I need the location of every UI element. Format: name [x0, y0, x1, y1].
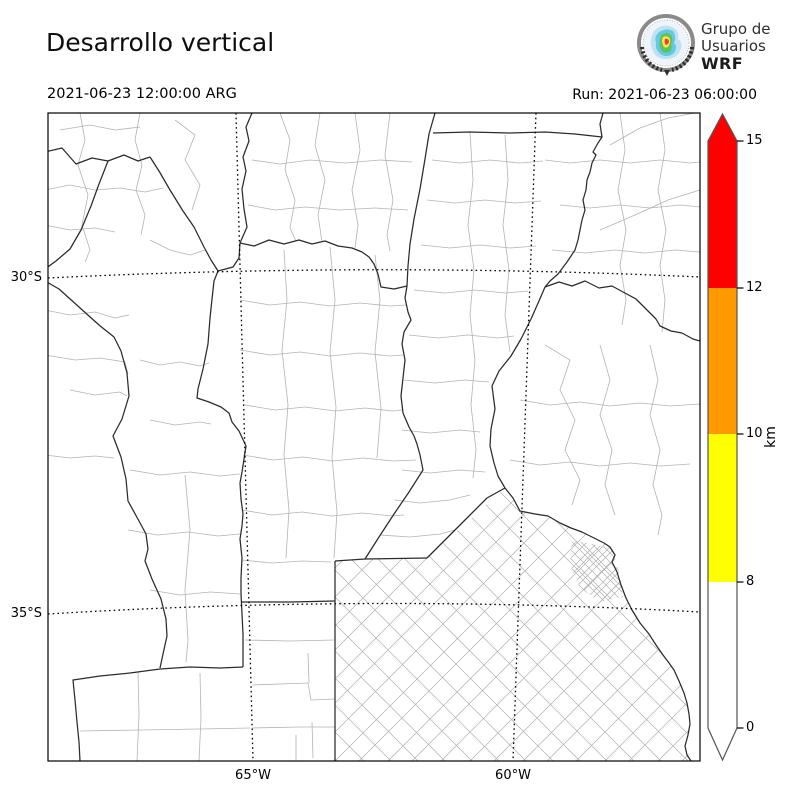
partido-lattice	[570, 540, 623, 602]
lon-label-65w: 65°W	[235, 768, 271, 783]
wrf-logo-icon	[637, 14, 695, 76]
colorbar-tick-10: 10	[746, 426, 763, 441]
colorbar-tick-12: 12	[746, 280, 763, 295]
logo-text-line3: WRF	[701, 54, 744, 73]
logo-text-line1: Grupo de	[701, 20, 771, 38]
lat-label-35s: 35°S	[10, 606, 42, 621]
colorbar-band	[708, 582, 737, 728]
colorbar-tick-15: 15	[746, 133, 763, 148]
department-borders	[48, 113, 700, 761]
lon-label-60w: 60°W	[495, 768, 531, 783]
colorbar-tick-8: 8	[746, 574, 755, 589]
valid-time-label: 2021-06-23 12:00:00 ARG	[47, 86, 237, 102]
colorbar-band	[708, 141, 737, 288]
map-frame	[47, 112, 701, 762]
page-title: Desarrollo vertical	[46, 28, 275, 57]
lat-label-30s: 30°S	[10, 270, 42, 285]
run-time-label: Run: 2021-06-23 06:00:00	[572, 87, 757, 103]
colorbar-band	[708, 434, 737, 582]
colorbar	[707, 112, 744, 762]
colorbar-tick-0: 0	[746, 720, 755, 735]
graticule	[48, 113, 700, 761]
colorbar-over-arrow	[708, 114, 737, 141]
colorbar-unit-label: km	[763, 426, 779, 448]
logo-text-line2: Usuarios	[701, 37, 766, 55]
colorbar-band	[708, 288, 737, 434]
colorbar-under-arrow	[708, 728, 737, 760]
